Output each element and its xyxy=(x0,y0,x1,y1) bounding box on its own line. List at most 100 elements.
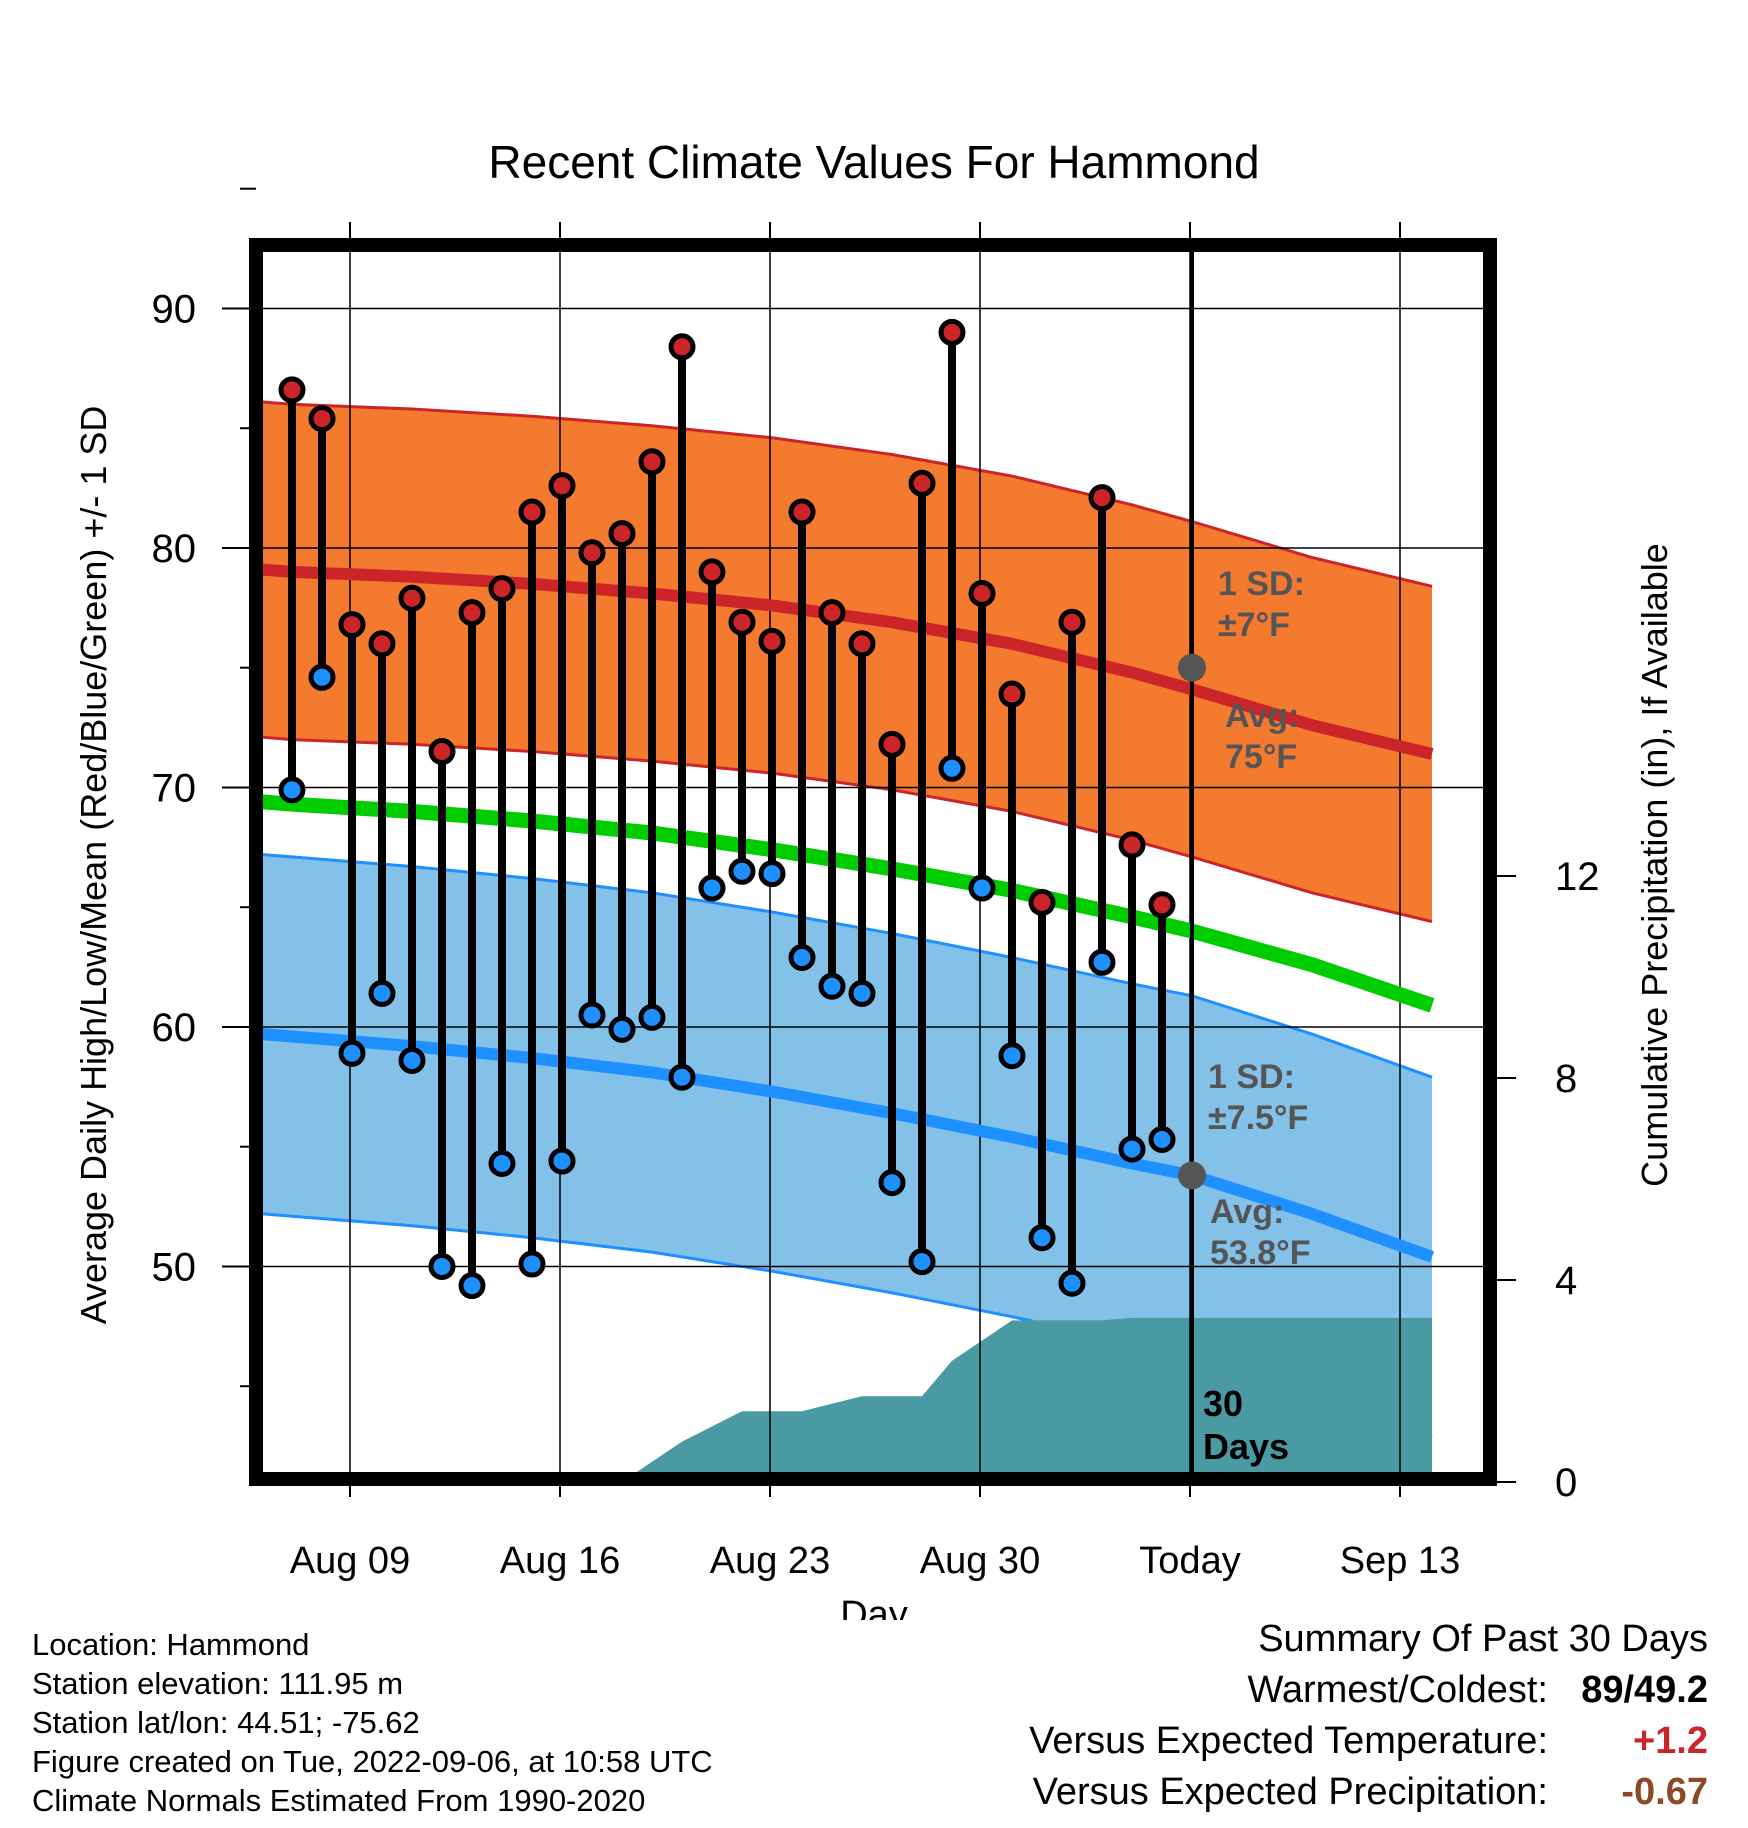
daily-high-point xyxy=(398,584,426,612)
daily-high-point xyxy=(518,498,546,526)
daily-low-point xyxy=(1088,948,1116,976)
daily-high-point xyxy=(938,318,966,346)
daily-low-point xyxy=(638,1003,666,1031)
y-tick-label: 70 xyxy=(152,766,197,810)
daily-high-point xyxy=(998,680,1026,708)
today-high-normal-marker xyxy=(1178,653,1206,682)
low-sd-band xyxy=(263,854,1432,1437)
daily-high-point xyxy=(1058,608,1086,636)
x-tick-label: Aug 30 xyxy=(920,1540,1040,1582)
daily-low-point xyxy=(818,972,846,1000)
daily-low-point xyxy=(488,1149,516,1177)
summary-row: Warmest/Coldest: 89/49.2 xyxy=(808,1669,1708,1720)
summary-value: 89/49.2 xyxy=(1581,1669,1708,1711)
y2-tick-label: 12 xyxy=(1555,855,1600,899)
daily-high-point xyxy=(308,405,336,433)
daily-high-point xyxy=(788,498,816,526)
window-days-label: Days xyxy=(1203,1426,1289,1467)
x-tick-label: Today xyxy=(1139,1540,1240,1582)
chart-title: Recent Climate Values For Hammond xyxy=(488,136,1259,188)
summary-row: Versus Expected Precipitation: -0.67 xyxy=(808,1771,1708,1822)
y2-tick-label: 0 xyxy=(1555,1461,1577,1505)
daily-high-point xyxy=(368,630,396,658)
daily-low-point xyxy=(1058,1269,1086,1297)
x-axis-label: Day xyxy=(840,1594,908,1620)
daily-high-point xyxy=(968,579,996,607)
daily-high-point xyxy=(758,627,786,655)
daily-high-point xyxy=(488,575,516,603)
daily-high-point xyxy=(698,558,726,586)
daily-low-point xyxy=(1148,1126,1176,1154)
summary-value: +1.2 xyxy=(1632,1720,1708,1762)
station-elevation: Station elevation: 111.95 m xyxy=(32,1666,404,1701)
low-avg-label: Avg: xyxy=(1210,1193,1284,1231)
plot-area xyxy=(263,252,1483,1472)
daily-low-point xyxy=(1028,1224,1056,1252)
summary-label: Warmest/Coldest: xyxy=(1247,1669,1548,1711)
high-sd-label: 1 SD: xyxy=(1218,565,1305,603)
daily-low-point xyxy=(398,1046,426,1074)
y-tick-label: 80 xyxy=(152,527,197,571)
daily-low-point xyxy=(608,1015,636,1043)
daily-low-point xyxy=(278,776,306,804)
y-tick-label: 90 xyxy=(152,287,197,331)
low-sd-value: ±7.5°F xyxy=(1208,1099,1308,1137)
daily-low-point xyxy=(728,857,756,885)
summary-label: Versus Expected Precipitation: xyxy=(1032,1771,1548,1813)
daily-high-point xyxy=(1088,484,1116,512)
low-sd-label: 1 SD: xyxy=(1208,1058,1295,1096)
daily-high-point xyxy=(1028,888,1056,916)
daily-low-point xyxy=(998,1042,1026,1070)
daily-low-point xyxy=(548,1147,576,1175)
plot-frame xyxy=(249,238,1497,1486)
x-tick-label: Sep 13 xyxy=(1340,1540,1460,1582)
window-days-number: 30 xyxy=(1203,1383,1243,1424)
high-avg-label: Avg: xyxy=(1225,697,1299,735)
daily-low-point xyxy=(1118,1135,1146,1163)
y2-tick-label: 8 xyxy=(1555,1057,1577,1101)
summary-label: Versus Expected Temperature: xyxy=(1029,1720,1548,1762)
x-tick-label: Aug 16 xyxy=(500,1540,620,1582)
summary-row: Versus Expected Temperature: +1.2 xyxy=(808,1720,1708,1771)
climate-chart: Recent Climate Values For Hammond Aug 09… xyxy=(73,136,1675,1620)
high-sd-band-upper xyxy=(263,400,1433,588)
precip-area xyxy=(636,1317,1432,1472)
high-sd-band xyxy=(263,401,1432,922)
today-low-normal-marker xyxy=(1178,1161,1206,1190)
daily-low-point xyxy=(578,1001,606,1029)
daily-low-point xyxy=(308,663,336,691)
daily-high-point xyxy=(278,376,306,404)
x-tick-label: Aug 09 xyxy=(290,1540,410,1582)
daily-high-point xyxy=(668,333,696,361)
daily-low-point xyxy=(908,1248,936,1276)
daily-high-point xyxy=(818,599,846,627)
summary-value: -0.67 xyxy=(1621,1771,1708,1813)
daily-high-point xyxy=(878,730,906,758)
daily-high-point xyxy=(548,472,576,500)
daily-high-point xyxy=(638,448,666,476)
axes: Aug 09 Aug 16 Aug 23 Aug 30 Today Sep 13 50 60 7… xyxy=(152,187,1600,1582)
x-tick-label: Aug 23 xyxy=(710,1540,830,1582)
summary-title-text: Summary Of Past 30 Days xyxy=(1258,1618,1708,1660)
daily-high-point xyxy=(1118,831,1146,859)
daily-high-point xyxy=(428,738,456,766)
daily-low-point xyxy=(518,1250,546,1278)
daily-low-point xyxy=(368,979,396,1007)
daily-low-point xyxy=(788,943,816,971)
daily-high-point xyxy=(458,599,486,627)
daily-high-point xyxy=(608,520,636,548)
daily-low-point xyxy=(758,860,786,888)
y-axis-label: Average Daily High/Low/Mean (Red/Blue/Gr… xyxy=(73,406,114,1325)
station-location: Location: Hammond xyxy=(32,1627,310,1662)
y2-axis-label: Cumulative Precipitation (in), If Availa… xyxy=(1634,543,1675,1187)
daily-high-point xyxy=(1148,891,1176,919)
daily-low-point xyxy=(878,1169,906,1197)
low-avg-value: 53.8°F xyxy=(1210,1234,1311,1272)
daily-low-point xyxy=(848,979,876,1007)
high-avg-value: 75°F xyxy=(1225,738,1297,776)
y-tick-label: 50 xyxy=(152,1245,197,1289)
daily-low-point xyxy=(338,1039,366,1067)
station-latlon: Station lat/lon: 44.51; -75.62 xyxy=(32,1705,420,1740)
daily-low-point xyxy=(428,1252,456,1280)
